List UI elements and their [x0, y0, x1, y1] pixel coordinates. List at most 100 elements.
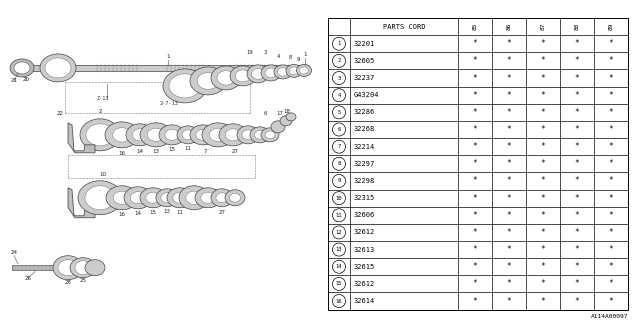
Circle shape	[332, 157, 346, 170]
Text: 10: 10	[336, 196, 342, 201]
Text: *: *	[473, 74, 477, 83]
Ellipse shape	[289, 67, 299, 75]
Text: 26: 26	[24, 276, 31, 281]
Text: *: *	[507, 125, 511, 134]
Text: 24: 24	[10, 250, 17, 255]
Ellipse shape	[58, 260, 78, 276]
Circle shape	[332, 192, 346, 204]
Text: 32237: 32237	[354, 75, 375, 81]
Text: *: *	[575, 91, 579, 100]
Ellipse shape	[201, 192, 215, 203]
Ellipse shape	[261, 128, 279, 142]
Text: A114A00097: A114A00097	[591, 314, 628, 319]
Polygon shape	[68, 123, 95, 153]
Ellipse shape	[10, 59, 34, 77]
Text: *: *	[609, 245, 613, 254]
Text: *: *	[507, 56, 511, 65]
Ellipse shape	[247, 65, 269, 83]
Ellipse shape	[80, 119, 120, 151]
Ellipse shape	[131, 192, 146, 204]
Text: *: *	[473, 194, 477, 203]
Text: *: *	[609, 228, 613, 237]
Text: *: *	[609, 176, 613, 186]
Text: *: *	[575, 159, 579, 168]
Ellipse shape	[78, 181, 122, 215]
Text: 19: 19	[246, 50, 253, 55]
Text: *: *	[473, 91, 477, 100]
Text: 32605: 32605	[354, 58, 375, 64]
Ellipse shape	[217, 71, 235, 85]
Text: 22: 22	[56, 111, 63, 116]
Text: 15: 15	[168, 147, 175, 152]
Text: *: *	[507, 159, 511, 168]
Text: *: *	[575, 245, 579, 254]
Text: *: *	[609, 159, 613, 168]
Text: *: *	[609, 74, 613, 83]
Circle shape	[332, 123, 346, 136]
Ellipse shape	[40, 54, 76, 82]
Text: *: *	[609, 194, 613, 203]
Text: *: *	[609, 279, 613, 288]
Text: *: *	[575, 125, 579, 134]
Ellipse shape	[146, 192, 160, 203]
Text: 21: 21	[10, 78, 17, 83]
Ellipse shape	[53, 256, 83, 280]
Ellipse shape	[167, 188, 193, 208]
Text: *: *	[473, 211, 477, 220]
Ellipse shape	[45, 58, 71, 78]
Text: 27: 27	[232, 149, 239, 154]
Ellipse shape	[242, 130, 254, 140]
Ellipse shape	[165, 129, 179, 140]
Text: *: *	[541, 108, 545, 117]
Ellipse shape	[147, 128, 165, 141]
Text: *: *	[507, 279, 511, 288]
Circle shape	[332, 243, 346, 256]
Text: *: *	[473, 176, 477, 186]
Text: 3: 3	[337, 76, 340, 81]
Text: 86: 86	[506, 23, 511, 30]
Ellipse shape	[173, 192, 187, 203]
Text: 4: 4	[337, 93, 340, 98]
Text: *: *	[541, 297, 545, 306]
Text: *: *	[575, 176, 579, 186]
Text: 11: 11	[184, 146, 191, 151]
Text: *: *	[541, 194, 545, 203]
Ellipse shape	[300, 67, 308, 74]
Text: *: *	[541, 39, 545, 48]
Ellipse shape	[124, 187, 152, 209]
Ellipse shape	[186, 191, 202, 204]
Ellipse shape	[265, 68, 277, 78]
Text: 32615: 32615	[354, 264, 375, 270]
Ellipse shape	[237, 126, 259, 144]
Text: *: *	[541, 56, 545, 65]
Text: 27: 27	[218, 210, 225, 215]
Text: 1: 1	[337, 41, 340, 46]
Text: *: *	[541, 176, 545, 186]
Text: 85: 85	[472, 23, 477, 30]
Text: 11: 11	[177, 210, 184, 215]
Ellipse shape	[190, 125, 216, 145]
Circle shape	[332, 106, 346, 119]
Text: *: *	[575, 39, 579, 48]
Ellipse shape	[195, 188, 221, 208]
Circle shape	[332, 54, 346, 68]
Text: 14: 14	[136, 149, 143, 154]
Text: 32297: 32297	[354, 161, 375, 167]
Circle shape	[332, 294, 346, 308]
Text: *: *	[507, 245, 511, 254]
Ellipse shape	[106, 186, 138, 210]
Text: *: *	[541, 142, 545, 151]
Text: *: *	[575, 142, 579, 151]
Text: 9: 9	[296, 57, 300, 62]
Ellipse shape	[177, 126, 199, 144]
Text: *: *	[473, 125, 477, 134]
Ellipse shape	[197, 73, 219, 89]
Ellipse shape	[230, 193, 241, 202]
Text: 32214: 32214	[354, 144, 375, 150]
Text: 16: 16	[336, 299, 342, 304]
Text: 13: 13	[163, 209, 170, 214]
Text: *: *	[473, 279, 477, 288]
Text: *: *	[473, 142, 477, 151]
Text: *: *	[609, 142, 613, 151]
Text: 9: 9	[337, 179, 340, 183]
